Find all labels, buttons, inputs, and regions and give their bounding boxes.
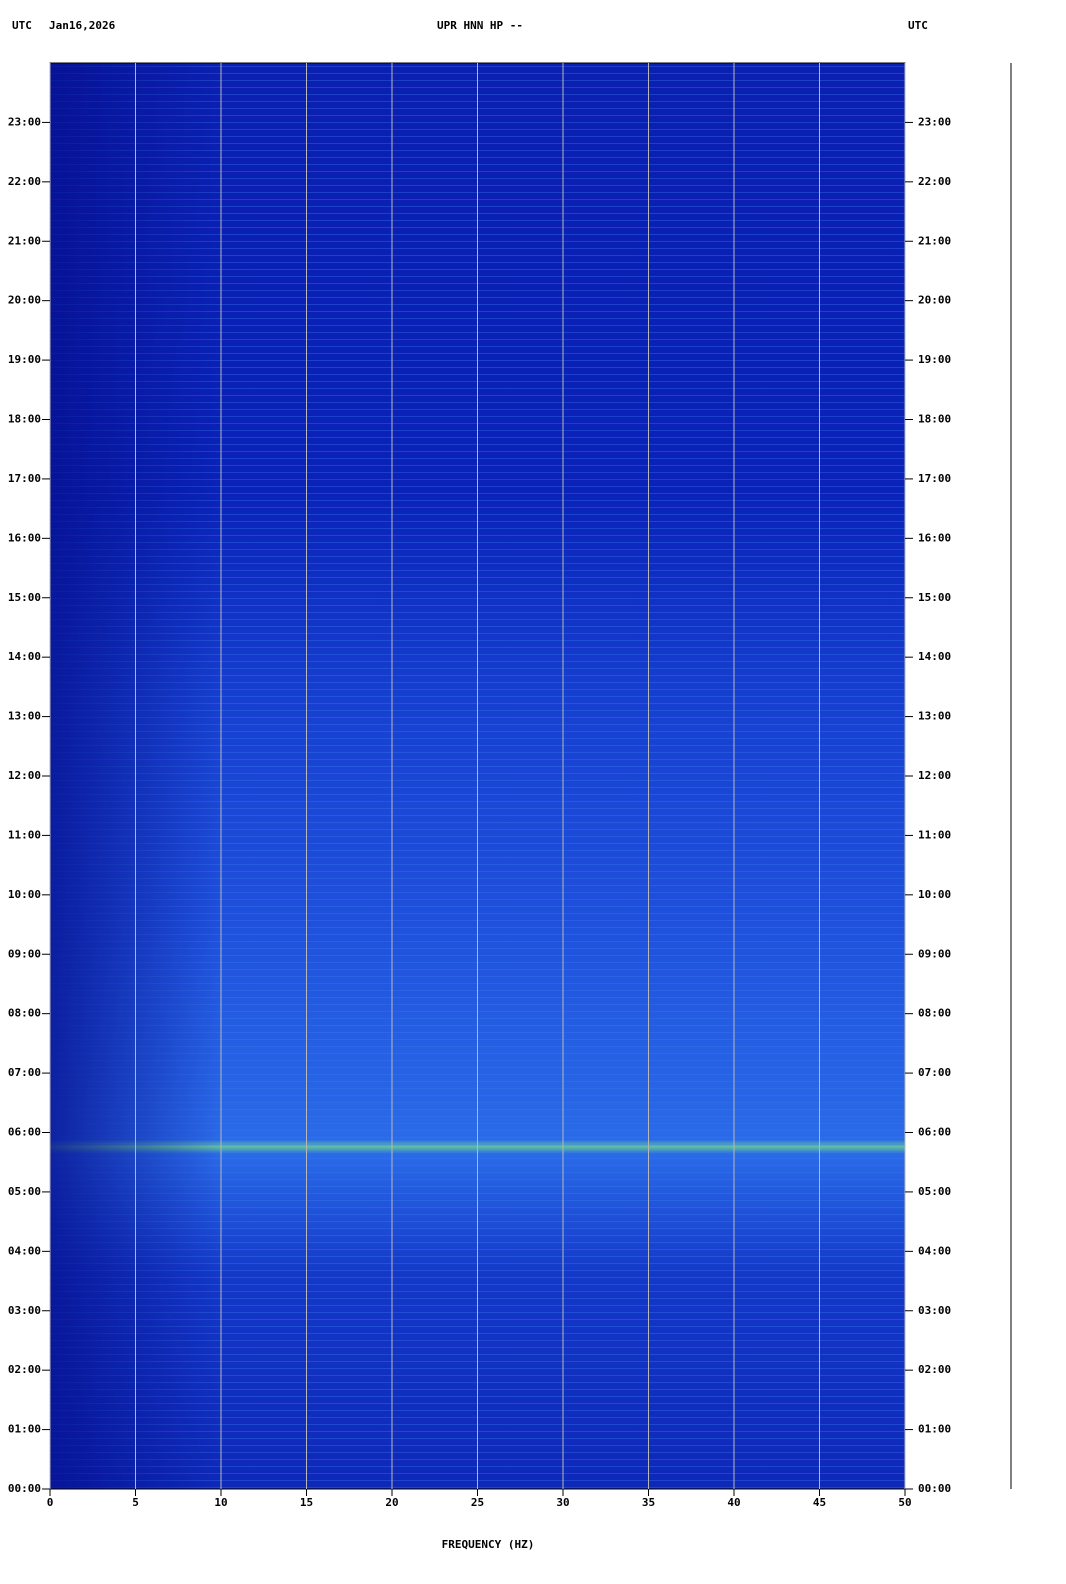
x-tick-label: 30 <box>556 1496 569 1509</box>
y-tick-label: 05:00 <box>8 1185 41 1198</box>
y-tick-label: 06:00 <box>8 1126 41 1139</box>
x-tick-label: 40 <box>727 1496 740 1509</box>
x-axis-label: FREQUENCY (HZ) <box>442 1538 535 1551</box>
y-tick-label: 03:00 <box>8 1304 41 1317</box>
y-tick-label: 15:00 <box>8 591 41 604</box>
y-tick-label-right: 21:00 <box>918 234 951 247</box>
y-tick-label-right: 22:00 <box>918 175 951 188</box>
y-tick-label-right: 20:00 <box>918 294 951 307</box>
x-tick-label: 20 <box>385 1496 398 1509</box>
y-tick-label-right: 06:00 <box>918 1126 951 1139</box>
y-tick-label: 09:00 <box>8 947 41 960</box>
y-tick-label-right: 00:00 <box>918 1482 951 1495</box>
y-tick-label-right: 08:00 <box>918 1007 951 1020</box>
y-tick-label-right: 16:00 <box>918 531 951 544</box>
x-tick-label: 45 <box>813 1496 826 1509</box>
timezone-label: UTC <box>12 19 32 32</box>
y-tick-label-right: 05:00 <box>918 1185 951 1198</box>
y-tick-label-right: 09:00 <box>918 947 951 960</box>
x-tick-label: 5 <box>132 1496 139 1509</box>
y-tick-label: 04:00 <box>8 1244 41 1257</box>
y-tick-label: 20:00 <box>8 294 41 307</box>
y-tick-label-right: 02:00 <box>918 1363 951 1376</box>
y-tick-label-right: 01:00 <box>918 1423 951 1436</box>
y-tick-label: 00:00 <box>8 1482 41 1495</box>
y-tick-label-right: 04:00 <box>918 1244 951 1257</box>
y-tick-label-right: 10:00 <box>918 888 951 901</box>
y-tick-label: 12:00 <box>8 769 41 782</box>
x-tick-label: 0 <box>47 1496 54 1509</box>
y-tick-label: 08:00 <box>8 1007 41 1020</box>
y-tick-label: 18:00 <box>8 413 41 426</box>
y-tick-label-right: 18:00 <box>918 413 951 426</box>
y-tick-label-right: 07:00 <box>918 1066 951 1079</box>
x-tick-label: 15 <box>300 1496 313 1509</box>
y-tick-label-right: 14:00 <box>918 650 951 663</box>
x-tick-label: 10 <box>214 1496 227 1509</box>
x-tick-label: 25 <box>471 1496 484 1509</box>
y-tick-label: 21:00 <box>8 234 41 247</box>
y-tick-label: 19:00 <box>8 353 41 366</box>
y-tick-label: 17:00 <box>8 472 41 485</box>
y-tick-label-right: 13:00 <box>918 710 951 723</box>
y-tick-label: 01:00 <box>8 1423 41 1436</box>
y-tick-label: 10:00 <box>8 888 41 901</box>
timezone-label-right: UTC <box>908 19 928 32</box>
y-tick-label: 02:00 <box>8 1363 41 1376</box>
y-tick-label-right: 23:00 <box>918 115 951 128</box>
y-tick-label: 07:00 <box>8 1066 41 1079</box>
y-tick-label-right: 11:00 <box>918 828 951 841</box>
x-tick-label: 50 <box>898 1496 911 1509</box>
date-label: Jan16,2026 <box>49 19 116 32</box>
y-tick-label: 23:00 <box>8 115 41 128</box>
y-tick-label: 22:00 <box>8 175 41 188</box>
y-tick-label-right: 15:00 <box>918 591 951 604</box>
y-tick-label: 16:00 <box>8 531 41 544</box>
y-tick-label-right: 12:00 <box>918 769 951 782</box>
chart-title: UPR HNN HP -- <box>437 19 523 32</box>
y-tick-label-right: 03:00 <box>918 1304 951 1317</box>
x-tick-label: 35 <box>642 1496 655 1509</box>
y-tick-label-right: 19:00 <box>918 353 951 366</box>
y-tick-label: 14:00 <box>8 650 41 663</box>
y-tick-label: 11:00 <box>8 828 41 841</box>
y-tick-label: 13:00 <box>8 710 41 723</box>
y-tick-label-right: 17:00 <box>918 472 951 485</box>
